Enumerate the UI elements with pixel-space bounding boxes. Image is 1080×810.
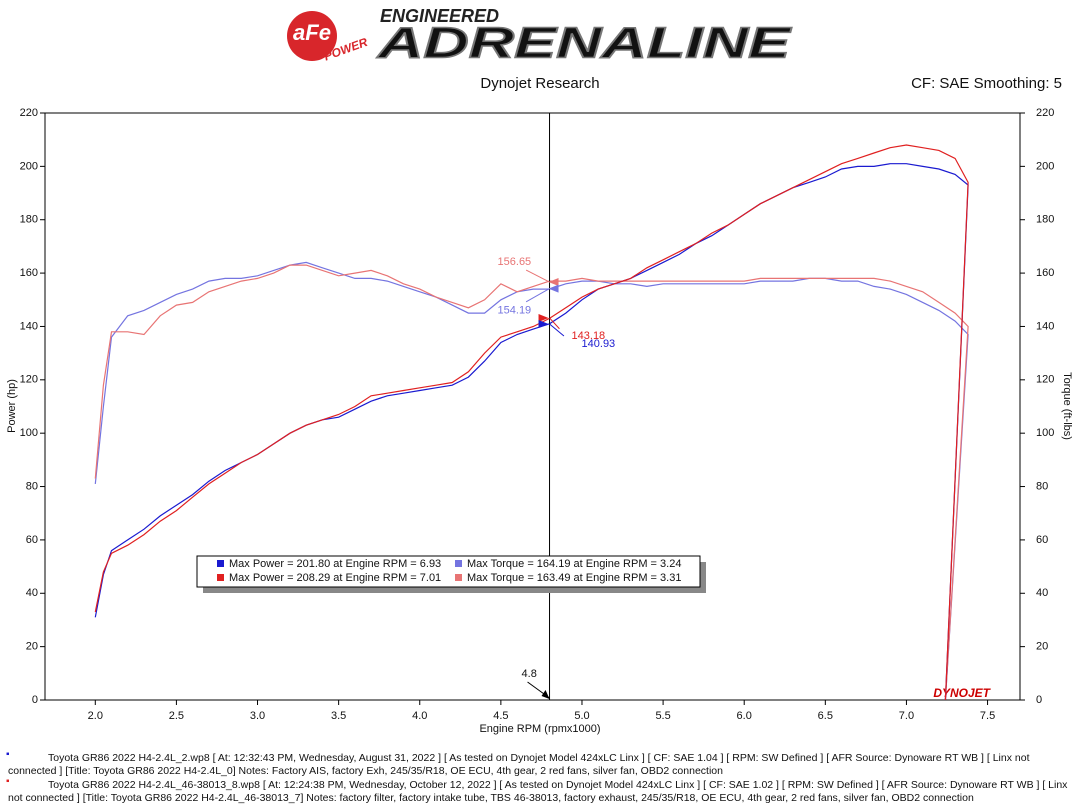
tagline: ENGINEERED <box>380 6 499 26</box>
y-tick-label: 60 <box>26 534 38 546</box>
y-tick-label: 200 <box>20 160 38 172</box>
y-tick-label: 0 <box>32 694 38 706</box>
readout-leader <box>525 269 550 283</box>
run-text: Toyota GR86 2022 H4-2.4L_46-38013_8.wp8 … <box>8 779 1068 804</box>
y2-tick-label: 20 <box>1036 641 1048 653</box>
x-tick-label: 5.0 <box>574 710 589 722</box>
series-line <box>94 163 969 701</box>
y-tick-label: 160 <box>20 267 38 279</box>
cursor-readout: 154.19 <box>498 304 532 316</box>
y-tick-label: 140 <box>20 320 38 332</box>
run-info: ▪ Toyota GR86 2022 H4-2.4L_2.wp8 [ At: 12… <box>6 749 1072 778</box>
y2-tick-label: 100 <box>1036 427 1054 439</box>
readout-leader <box>549 323 565 337</box>
y2-tick-label: 140 <box>1036 320 1054 332</box>
cursor-marker <box>548 278 559 287</box>
cursor-label: 4.8 <box>522 668 537 680</box>
run-marker: ▪ <box>6 749 10 760</box>
cursor-readout: 143.18 <box>572 330 606 342</box>
y2-tick-label: 120 <box>1036 374 1054 386</box>
y2-tick-label: 200 <box>1036 160 1054 172</box>
y-tick-label: 40 <box>26 587 38 599</box>
legend-label: Max Power = 201.80 at Engine RPM = 6.93 <box>229 558 441 570</box>
plot-frame <box>44 112 1021 701</box>
x-tick-label: 5.5 <box>655 710 670 722</box>
run-text: Toyota GR86 2022 H4-2.4L_2.wp8 [ At: 12:… <box>8 752 1030 777</box>
brand-title: ADRENALINE <box>377 19 793 68</box>
x-tick-label: 2.5 <box>169 710 184 722</box>
x-tick-label: 2.0 <box>88 710 103 722</box>
y2-tick-label: 180 <box>1036 214 1054 226</box>
legend-swatch <box>455 574 462 581</box>
legend-swatch <box>217 574 224 581</box>
y-tick-label: 100 <box>20 427 38 439</box>
legend-swatch <box>217 560 224 567</box>
y-tick-label: 120 <box>20 374 38 386</box>
y2-tick-label: 0 <box>1036 694 1042 706</box>
y2-tick-label: 80 <box>1036 480 1048 492</box>
legend-label: Max Torque = 164.19 at Engine RPM = 3.24 <box>467 558 681 570</box>
cursor-arrowhead <box>541 690 550 699</box>
x-tick-label: 7.0 <box>899 710 914 722</box>
cursor-marker <box>538 319 549 328</box>
y-axis-title: Power (hp) <box>6 379 18 433</box>
series-line <box>94 144 969 701</box>
y-tick-label: 180 <box>20 214 38 226</box>
cursor-readout: 140.93 <box>582 338 616 350</box>
run-marker: ▪ <box>6 776 10 787</box>
y2-tick-label: 40 <box>1036 587 1048 599</box>
y2-tick-label: 60 <box>1036 534 1048 546</box>
y2-axis-title: Torque (ft-lbs) <box>1061 372 1073 440</box>
x-tick-label: 4.5 <box>493 710 508 722</box>
x-tick-label: 6.0 <box>737 710 752 722</box>
legend-box <box>196 555 701 588</box>
legend-label: Max Torque = 163.49 at Engine RPM = 3.31 <box>467 572 681 584</box>
y-tick-label: 220 <box>20 107 38 119</box>
x-tick-label: 4.0 <box>412 710 427 722</box>
logo-badge <box>287 11 337 61</box>
readout-leader <box>549 317 560 330</box>
settings-label: CF: SAE Smoothing: 5 <box>911 75 1062 92</box>
y2-tick-label: 220 <box>1036 107 1054 119</box>
y-tick-label: 20 <box>26 641 38 653</box>
x-axis-title: Engine RPM (rpmx1000) <box>479 723 600 735</box>
cursor-marker <box>548 284 559 293</box>
series-line <box>94 264 969 701</box>
cursor-readout: 156.65 <box>498 256 532 268</box>
logo: aFe <box>293 20 331 45</box>
x-tick-label: 3.0 <box>250 710 265 722</box>
readout-leader <box>525 288 550 303</box>
x-tick-label: 7.5 <box>980 710 995 722</box>
y-tick-label: 80 <box>26 480 38 492</box>
run-info: ▪ Toyota GR86 2022 H4-2.4L_46-38013_8.wp8… <box>6 776 1072 805</box>
x-tick-label: 3.5 <box>331 710 346 722</box>
y2-tick-label: 160 <box>1036 267 1054 279</box>
cursor-marker <box>538 313 549 322</box>
watermark: DYNOJET <box>933 686 991 700</box>
legend-label: Max Power = 208.29 at Engine RPM = 7.01 <box>229 572 441 584</box>
x-tick-label: 6.5 <box>818 710 833 722</box>
legend-swatch <box>455 560 462 567</box>
series-line <box>94 261 969 701</box>
chart-subtitle: Dynojet Research <box>480 75 599 92</box>
